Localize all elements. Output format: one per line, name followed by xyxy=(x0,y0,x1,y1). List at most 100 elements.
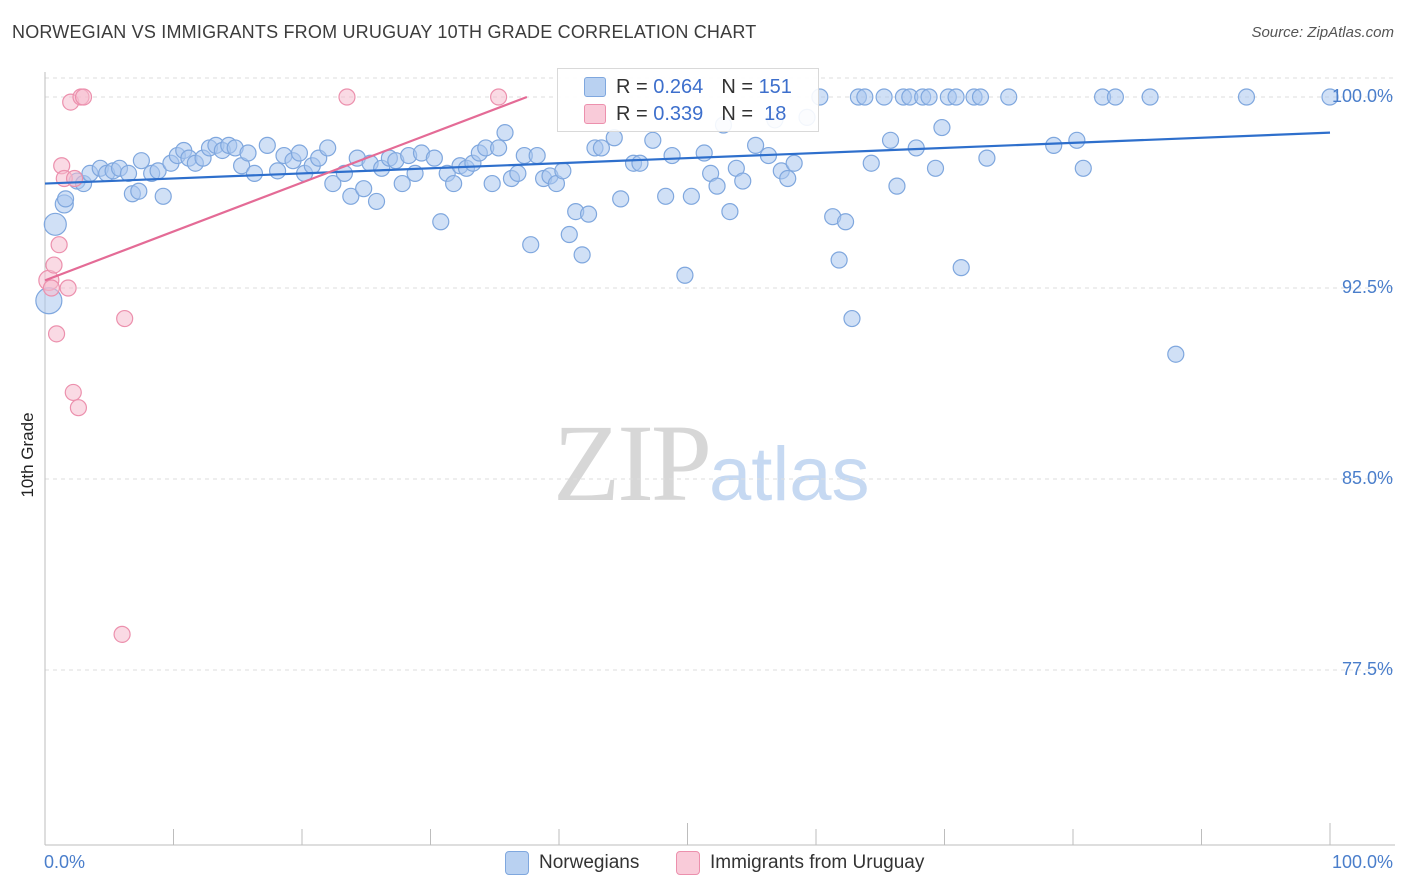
x-tick-label-max: 100.0% xyxy=(1331,852,1393,872)
point-norwegians-109 xyxy=(843,309,861,328)
x-tick-label-min: 0.0% xyxy=(44,852,86,872)
r-value: 0.339 xyxy=(653,102,704,125)
point-norwegians-112 xyxy=(862,154,880,172)
point-norwegians-45 xyxy=(355,180,373,198)
point-norwegians-114 xyxy=(881,131,900,149)
trend-line-uruguay xyxy=(44,95,528,282)
point-norwegians-131 xyxy=(1068,131,1086,149)
point-norwegians-11 xyxy=(119,164,138,182)
stats-legend-row-norwegians: R = 0.264 N = 151 xyxy=(584,75,792,99)
point-norwegians-83 xyxy=(612,190,630,208)
point-norwegians-56 xyxy=(432,213,450,231)
point-norwegians-97 xyxy=(734,172,752,190)
point-norwegians-115 xyxy=(888,177,906,195)
norwegians-swatch xyxy=(584,77,606,97)
point-norwegians-87 xyxy=(657,187,675,205)
n-label: N = xyxy=(721,75,753,98)
y-tick-label-77-5: 77.5% xyxy=(1341,659,1393,679)
point-norwegians-43 xyxy=(342,187,360,205)
point-norwegians-79 xyxy=(579,205,598,223)
y-tick-label-85: 85.0% xyxy=(1341,468,1393,488)
point-uruguay-7 xyxy=(59,279,77,297)
point-norwegians-125 xyxy=(952,259,970,277)
point-norwegians-122 xyxy=(933,118,951,137)
watermark-zip: ZIP xyxy=(553,402,712,524)
point-norwegians-124 xyxy=(947,88,965,106)
r-label: R = xyxy=(616,75,648,98)
point-norwegians-78 xyxy=(573,246,591,264)
point-norwegians-14 xyxy=(132,152,150,170)
point-norwegians-65 xyxy=(490,139,508,157)
point-norwegians-85 xyxy=(631,154,649,172)
point-norwegians-127 xyxy=(971,88,990,106)
point-uruguay-16 xyxy=(338,88,356,106)
point-norwegians-113 xyxy=(875,88,893,106)
point-norwegians-75 xyxy=(554,162,572,180)
point-norwegians-76 xyxy=(560,225,578,244)
point-uruguay-4 xyxy=(50,236,68,254)
series-legend: Norwegians Immigrants from Uruguay xyxy=(0,851,1406,877)
point-norwegians-30 xyxy=(239,144,257,162)
point-norwegians-32 xyxy=(258,136,276,154)
legend-item-norwegians[interactable]: Norwegians xyxy=(505,851,639,875)
point-norwegians-129 xyxy=(1000,88,1018,106)
source-credit: Source: ZipAtlas.com xyxy=(1251,24,1394,41)
uruguay-legend-swatch xyxy=(676,851,700,875)
point-uruguay-15 xyxy=(113,625,131,643)
point-norwegians-3 xyxy=(56,190,75,208)
point-norwegians-31 xyxy=(245,164,264,182)
point-norwegians-71 xyxy=(528,146,546,165)
point-uruguay-17 xyxy=(490,88,508,106)
point-norwegians-128 xyxy=(978,149,996,167)
chart-title: NORWEGIAN VS IMMIGRANTS FROM URUGUAY 10T… xyxy=(12,22,757,42)
point-norwegians-132 xyxy=(1074,159,1092,177)
point-norwegians-102 xyxy=(779,169,797,188)
point-norwegians-51 xyxy=(393,174,411,193)
point-uruguay-13 xyxy=(74,88,93,106)
point-norwegians-130 xyxy=(1045,136,1063,154)
n-value: 151 xyxy=(758,75,792,98)
point-norwegians-98 xyxy=(747,136,765,154)
point-norwegians-41 xyxy=(324,174,342,193)
point-norwegians-136 xyxy=(1167,345,1185,363)
point-norwegians-55 xyxy=(425,149,443,167)
legend-label-norwegians: Norwegians xyxy=(539,852,640,873)
point-norwegians-88 xyxy=(663,146,681,165)
legend-item-uruguay[interactable]: Immigrants from Uruguay xyxy=(676,851,924,875)
point-norwegians-103 xyxy=(785,154,803,172)
point-norwegians-93 xyxy=(708,177,726,195)
point-norwegians-81 xyxy=(592,139,611,157)
point-norwegians-90 xyxy=(682,187,700,205)
point-uruguay-9 xyxy=(64,383,82,402)
point-norwegians-134 xyxy=(1106,88,1125,106)
uruguay-swatch xyxy=(584,104,606,124)
trend-line-norwegians xyxy=(44,131,1331,185)
point-norwegians-66 xyxy=(496,124,514,142)
watermark: ZIPatlas xyxy=(553,400,870,527)
point-norwegians-137 xyxy=(1237,88,1256,106)
y-tick-label-100: 100.0% xyxy=(1331,86,1393,106)
point-norwegians-17 xyxy=(154,187,172,205)
stats-legend: R = 0.264 N = 151 R = 0.339 N = 18 xyxy=(557,68,819,132)
r-label: R = xyxy=(616,102,648,125)
point-norwegians-89 xyxy=(676,266,694,284)
point-norwegians-64 xyxy=(483,174,501,193)
r-value: 0.264 xyxy=(653,75,704,98)
point-norwegians-108 xyxy=(836,213,855,231)
point-norwegians-1 xyxy=(43,212,67,236)
point-norwegians-120 xyxy=(920,88,938,106)
point-norwegians-138 xyxy=(1321,88,1339,106)
point-norwegians-47 xyxy=(367,192,386,211)
point-norwegians-107 xyxy=(830,251,848,269)
n-value: 18 xyxy=(764,102,787,125)
point-uruguay-14 xyxy=(116,309,134,328)
point-norwegians-68 xyxy=(509,164,527,182)
y-axis-label: 10th Grade xyxy=(18,412,37,498)
point-norwegians-36 xyxy=(290,144,309,162)
point-norwegians-82 xyxy=(605,129,623,147)
n-label: N = xyxy=(721,102,753,125)
stats-legend-row-uruguay: R = 0.339 N = 18 xyxy=(584,102,786,126)
point-norwegians-86 xyxy=(644,131,662,149)
point-uruguay-3 xyxy=(47,325,66,343)
